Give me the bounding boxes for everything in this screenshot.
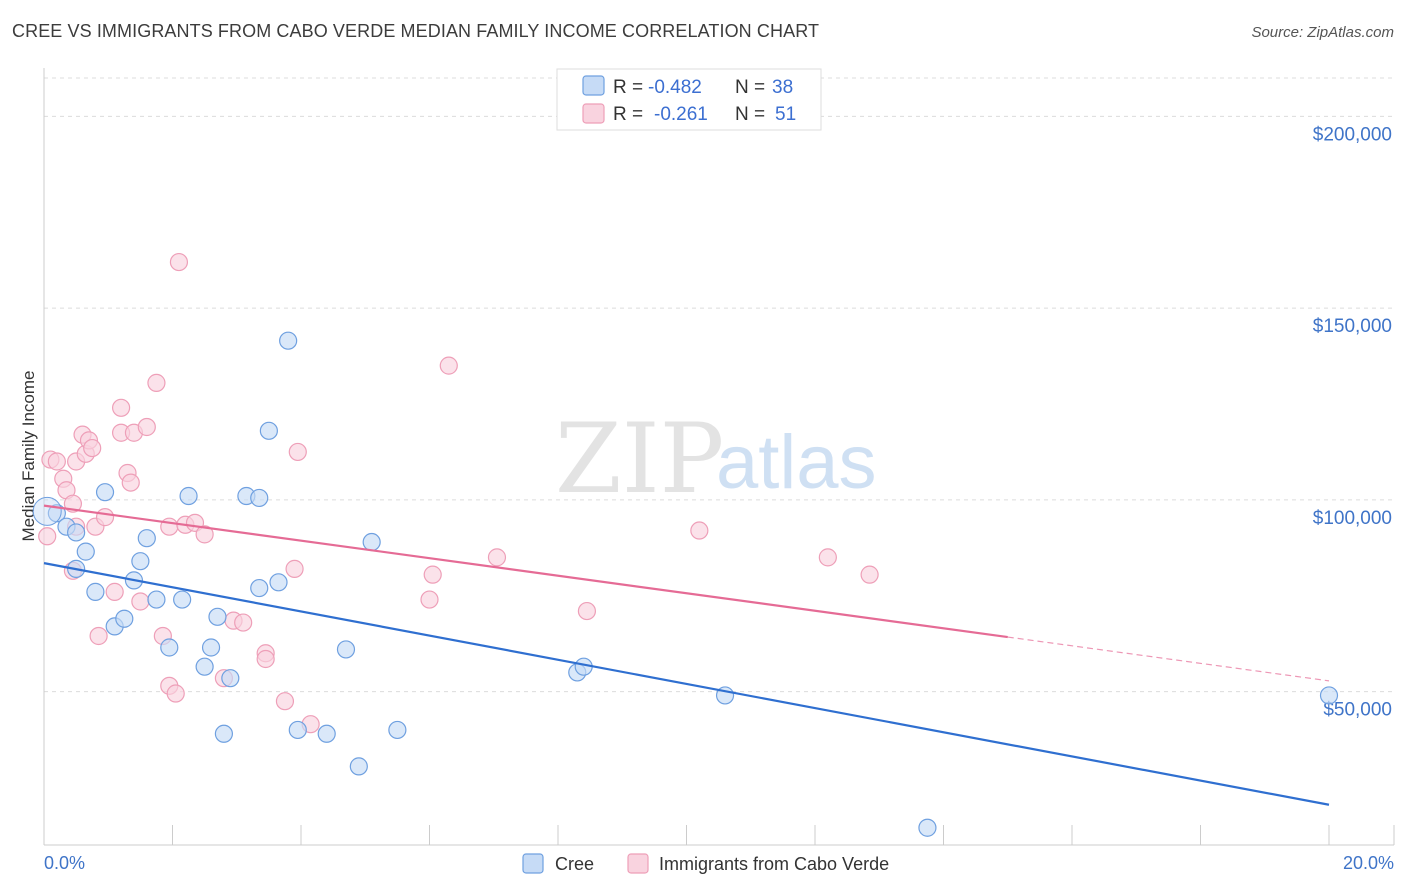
- cree-point: [259, 421, 278, 440]
- cree-point: [86, 582, 105, 601]
- x-tick-max: 20.0%: [1343, 853, 1394, 873]
- cabo-verde-point: [169, 252, 189, 272]
- x-axis-ticks: [43, 825, 1395, 845]
- cabo-verde-point: [160, 517, 179, 536]
- cabo-verde-point: [95, 508, 115, 527]
- cabo-verde-trend-line: [43, 504, 1008, 639]
- cabo-verde-point: [288, 442, 307, 462]
- chart-title: CREE VS IMMIGRANTS FROM CABO VERDE MEDIA…: [12, 21, 820, 41]
- legend-r-label-cabo-verde: R =: [613, 104, 643, 125]
- y-tick-label: $50,000: [1323, 700, 1392, 721]
- cree-point: [95, 483, 115, 502]
- cree-trend-line: [43, 562, 1330, 806]
- legend-n-value-cree: 38: [772, 77, 793, 98]
- cabo-verde-point: [423, 565, 442, 584]
- cabo-verde-point: [195, 525, 214, 544]
- cabo-verde-trend-line-extension: [1007, 636, 1330, 682]
- cree-point: [67, 523, 86, 542]
- legend-n-label-cree: N =: [735, 77, 765, 98]
- cree-point: [918, 818, 937, 837]
- cree-point: [362, 532, 381, 552]
- cabo-verde-point: [131, 592, 150, 611]
- cabo-verde-point: [275, 692, 295, 711]
- cabo-verde-point: [105, 582, 124, 601]
- cree-point: [250, 578, 269, 598]
- watermark: ZIP atlas: [555, 403, 877, 515]
- cabo-verde-point: [860, 565, 879, 584]
- legend-swatch-cree: [582, 75, 605, 96]
- bottom-legend-swatch-cree: [522, 853, 544, 874]
- cabo-verde-point: [234, 613, 253, 632]
- legend-n-value-cabo-verde: 51: [775, 104, 796, 125]
- cabo-verde-point: [439, 356, 458, 375]
- cabo-verde-point: [89, 626, 108, 646]
- cabo-verde-point: [121, 473, 140, 492]
- cabo-verde-point: [38, 527, 57, 546]
- cree-point: [1319, 686, 1339, 705]
- cree-point: [388, 720, 407, 740]
- cree-point: [147, 590, 166, 609]
- cabo-verde-point: [577, 601, 597, 621]
- cree-point: [201, 638, 221, 657]
- cabo-verde-point: [818, 548, 837, 567]
- bottom-legend-swatch-cabo-verde: [627, 853, 649, 874]
- cree-point: [336, 640, 356, 659]
- x-tick-min: 0.0%: [44, 853, 85, 873]
- y-tick-label: $100,000: [1313, 508, 1392, 529]
- legend-r-value-cree: -0.482: [648, 77, 702, 98]
- cabo-verde-point: [256, 649, 275, 669]
- legend-r-value-cabo-verde: -0.261: [654, 104, 708, 125]
- y-axis-tick-labels: $50,000 $100,000 $150,000 $200,000: [1313, 124, 1392, 720]
- cabo-verde-point: [111, 398, 131, 417]
- cree-point-cluster: [32, 496, 62, 526]
- cree-point: [317, 724, 336, 743]
- bottom-legend-label-cabo-verde: Immigrants from Cabo Verde: [659, 854, 889, 874]
- cree-point: [160, 638, 179, 657]
- watermark-atlas: atlas: [716, 420, 877, 505]
- gridlines: [44, 77, 1394, 693]
- source-credit: Source: ZipAtlas.com: [1251, 24, 1394, 41]
- legend-r-label-cree: R =: [613, 77, 643, 98]
- trend-lines: [43, 504, 1330, 806]
- cree-point: [288, 720, 307, 740]
- cabo-verde-point: [47, 452, 66, 471]
- cabo-verde-point: [166, 684, 185, 703]
- y-tick-label: $150,000: [1313, 316, 1392, 337]
- cree-point: [221, 669, 240, 688]
- cree-point: [279, 331, 298, 350]
- cabo-verde-point: [147, 373, 166, 392]
- bottom-legend: Cree Immigrants from Cabo Verde: [522, 853, 889, 874]
- cree-point: [173, 590, 192, 609]
- cabo-verde-point: [285, 559, 304, 578]
- cree-point: [179, 486, 198, 506]
- cree-point: [208, 607, 227, 626]
- cree-point: [137, 529, 156, 548]
- y-tick-label: $200,000: [1313, 124, 1392, 145]
- cabo-verde-point: [690, 521, 709, 540]
- watermark-zip: ZIP: [555, 403, 724, 515]
- cree-point: [131, 552, 150, 571]
- cree-point: [214, 724, 233, 743]
- cabo-verde-point: [487, 548, 507, 567]
- bottom-legend-label-cree: Cree: [555, 854, 594, 874]
- data-points: [32, 252, 1339, 837]
- cree-point: [195, 657, 214, 676]
- cabo-verde-point: [420, 590, 439, 609]
- cree-point: [250, 488, 269, 508]
- legend-n-label-cabo-verde: N =: [735, 104, 765, 125]
- cree-point: [349, 757, 368, 776]
- cabo-verde-point: [137, 417, 156, 437]
- legend-swatch-cabo-verde: [582, 103, 605, 124]
- cree-point: [115, 609, 134, 628]
- cabo-verde-point: [83, 438, 102, 458]
- cree-point: [269, 573, 288, 592]
- cree-point: [76, 542, 95, 561]
- y-axis-label: Median Family Income: [19, 370, 38, 541]
- legend: R = -0.482 N = 38 R = -0.261 N = 51: [556, 68, 822, 131]
